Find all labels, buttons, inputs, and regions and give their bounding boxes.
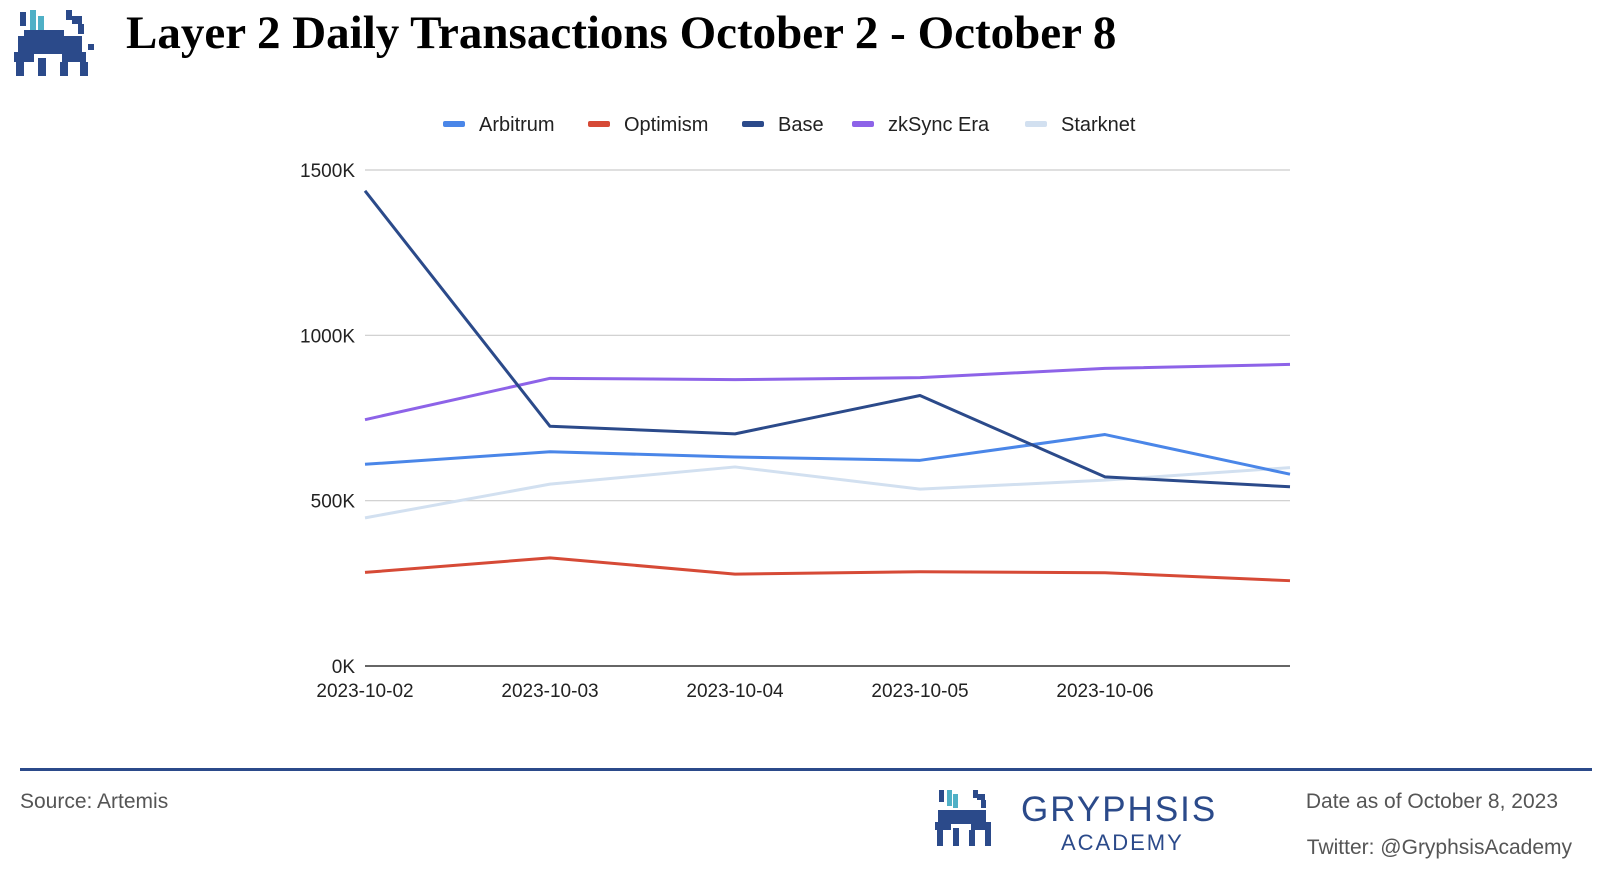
line-chart: Arbitrum Optimism Base zkSync Era Starknet 0… xyxy=(300,114,1291,702)
x-tick-label: 2023-10-04 xyxy=(686,681,784,702)
brand-name: GRYPHSIS xyxy=(1021,790,1218,829)
y-tick-label: 1500K xyxy=(300,161,355,182)
y-tick-label: 0K xyxy=(332,657,356,678)
footer-divider xyxy=(20,768,1592,771)
y-tick-label: 1000K xyxy=(300,326,355,347)
legend-swatch xyxy=(443,121,465,127)
legend-label: zkSync Era xyxy=(888,114,990,136)
series-line-optimism xyxy=(364,556,1291,583)
series-line-starknet xyxy=(364,465,1291,520)
x-tick-label: 2023-10-05 xyxy=(871,681,968,702)
source-label: Source: Artemis xyxy=(20,790,169,813)
chart-series xyxy=(363,189,1291,583)
x-tick-label: 2023-10-02 xyxy=(316,681,413,702)
legend-item-starknet: Starknet xyxy=(1025,114,1136,136)
gryphsis-logo xyxy=(14,8,98,84)
legend-swatch xyxy=(1025,121,1047,127)
legend-swatch xyxy=(588,121,610,127)
brand-subtitle: ACADEMY xyxy=(1061,830,1184,855)
chart-title: Layer 2 Daily Transactions October 2 - O… xyxy=(126,7,1117,59)
chart-legend: Arbitrum Optimism Base zkSync Era Starknet xyxy=(443,114,1136,136)
legend-item-optimism: Optimism xyxy=(588,114,708,136)
x-tick-label: 2023-10-03 xyxy=(501,681,598,702)
series-line-base xyxy=(363,189,1291,489)
brand-logo: GRYPHSIS ACADEMY xyxy=(935,788,1235,858)
x-axis: 2023-10-02 2023-10-03 2023-10-04 2023-10-05… xyxy=(316,681,1153,702)
legend-label: Arbitrum xyxy=(479,114,555,136)
legend-label: Starknet xyxy=(1061,114,1136,136)
legend-item-base: Base xyxy=(742,114,824,136)
legend-label: Base xyxy=(778,114,824,136)
legend-item-arbitrum: Arbitrum xyxy=(443,114,555,136)
chart-grid xyxy=(365,169,1290,667)
legend-label: Optimism xyxy=(624,114,708,136)
legend-swatch xyxy=(852,121,874,127)
legend-item-zksync-era: zkSync Era xyxy=(852,114,990,136)
y-tick-label: 500K xyxy=(311,492,356,513)
twitter-handle: Twitter: @GryphsisAcademy xyxy=(1306,836,1572,859)
gryphon-icon xyxy=(935,790,991,846)
y-axis: 0K 500K 1000K 1500K xyxy=(300,161,355,678)
series-line-zksync-era xyxy=(364,362,1291,422)
gryphon-icon xyxy=(14,10,94,76)
legend-swatch xyxy=(742,121,764,127)
x-tick-label: 2023-10-06 xyxy=(1056,681,1153,702)
series-line-arbitrum xyxy=(364,433,1291,476)
date-label: Date as of October 8, 2023 xyxy=(1305,790,1558,813)
